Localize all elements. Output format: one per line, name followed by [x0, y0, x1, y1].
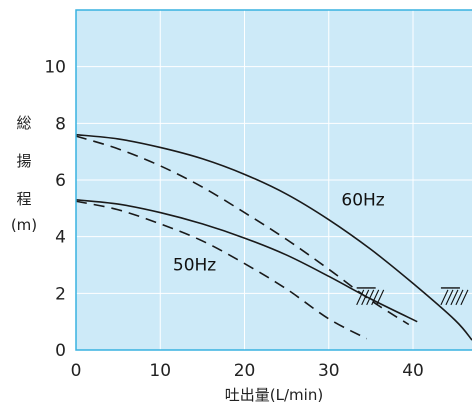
hatched-marker-stroke: [371, 289, 380, 306]
series-annotations: 60Hz 50Hz: [173, 191, 385, 276]
hatched-marker-stroke: [376, 289, 385, 306]
y-tick-label: 6: [55, 171, 66, 191]
y-tick-label: 10: [44, 58, 66, 78]
grid: [76, 10, 472, 350]
series-lines: [75, 133, 472, 341]
x-tick-label: 10: [149, 361, 171, 381]
hatched-marker: [356, 287, 385, 306]
hatched-marker: [440, 287, 469, 306]
x-tick-labels: 0 10 20 30 40: [71, 361, 424, 381]
hatched-marker-stroke: [356, 289, 365, 306]
y-tick-label: 2: [55, 284, 66, 304]
series-line-solid: [75, 133, 472, 341]
y-axis-label: 総揚程 (m): [11, 114, 37, 234]
hatched-marker-stroke: [450, 289, 459, 306]
x-tick-label: 30: [318, 361, 340, 381]
y-axis-label-part: 揚: [16, 152, 31, 170]
y-axis-label-part: 総: [16, 114, 31, 132]
series-line-dashed: [75, 200, 368, 340]
x-axis-label: 吐出量(L/min): [225, 386, 323, 404]
hatched-marker-stroke: [455, 289, 464, 306]
y-tick-label: 0: [55, 341, 66, 361]
series-annotation: 60Hz: [341, 191, 384, 211]
hatched-marker-stroke: [440, 289, 449, 306]
series-annotation: 50Hz: [173, 256, 216, 276]
y-axis-label-part: (m): [11, 216, 37, 234]
hatched-marker-stroke: [460, 289, 469, 306]
hatched-marker-stroke: [361, 289, 370, 306]
y-tick-label: 4: [55, 228, 66, 248]
series-line-solid: [75, 199, 418, 323]
y-axis-label-part: 程: [16, 190, 31, 208]
hatched-marker-stroke: [366, 289, 375, 306]
y-tick-label: 8: [55, 114, 66, 134]
x-tick-label: 0: [71, 361, 82, 381]
x-tick-label: 40: [402, 361, 424, 381]
hatched-marker-stroke: [445, 289, 454, 306]
plot-frame: [75, 9, 472, 351]
hatched-markers: [356, 287, 469, 306]
y-tick-labels: 0 2 4 6 8 10: [44, 58, 66, 361]
x-tick-label: 20: [234, 361, 256, 381]
